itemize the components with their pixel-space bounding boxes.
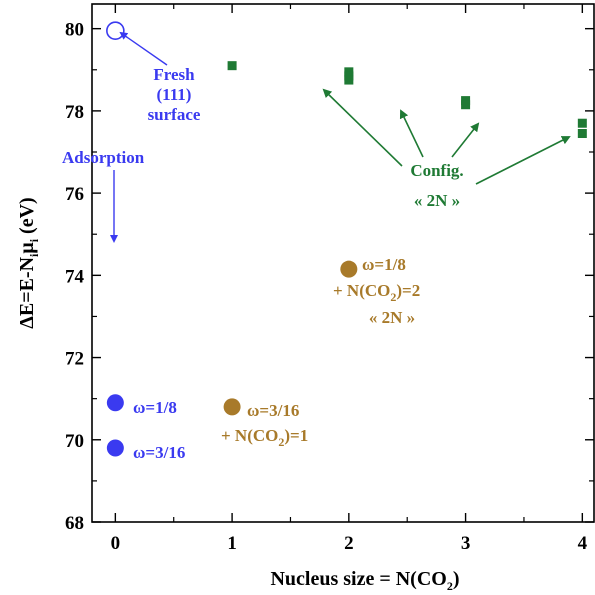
y-tick-label: 70 [65,431,84,452]
data-point [106,439,124,457]
data-point [106,394,124,412]
annotation-fresh: Fresh (111) surface [148,65,201,124]
plot-frame [91,3,595,523]
x-axis-label: Nucleus size = N(CO2) [270,568,459,593]
x-tick-label: 0 [111,533,121,554]
label-w18: ω=1/8 [133,398,177,417]
svg-text:surface: surface [148,105,201,124]
data-point-square [227,61,237,71]
annotation-adsorption: Adsorption [62,148,145,167]
annotation-w316-co2: ω=3/16 + N(CO2)=1 [221,401,308,449]
svg-text:ω=3/16: ω=3/16 [247,401,299,420]
svg-text:(111): (111) [157,85,192,104]
annotation-w18-co2: ω=1/8 + N(CO2)=2 « 2N » [333,255,420,327]
annotation-config: Config. « 2N » [410,161,463,210]
label-w316: ω=3/16 [133,443,185,462]
data-point [340,260,358,278]
svg-text:« 2N »: « 2N » [414,191,460,210]
svg-text:ω=1/8: ω=1/8 [362,255,406,274]
svg-text:« 2N »: « 2N » [369,308,415,327]
svg-text:Fresh: Fresh [153,65,195,84]
y-tick-label: 68 [65,513,84,534]
data-point-square [577,118,587,128]
x-tick-label: 3 [461,533,471,554]
y-tick-label: 74 [65,266,85,287]
y-tick-label: 78 [65,102,84,123]
arrow-config-2 [399,109,424,158]
arrow-config-1 [322,88,403,167]
y-tick-label: 76 [65,184,84,205]
arrow-fresh [119,31,168,66]
y-tick-label: 80 [65,20,84,41]
data-point [223,398,241,416]
x-tick-label: 1 [227,533,237,554]
x-tick-label: 2 [344,533,354,554]
arrow-config-3 [451,122,480,158]
svg-text:+ N(CO2)=2: + N(CO2)=2 [333,281,420,304]
y-tick-label: 72 [65,349,84,370]
data-point-square [344,75,354,85]
svg-text:+ N(CO2)=1: + N(CO2)=1 [221,426,308,449]
arrow-config-4 [475,136,571,185]
x-tick-label: 4 [578,533,588,554]
data-point-square [577,129,587,138]
y-axis-label: ΔE=E-Niμi (eV) [16,197,41,328]
data-point-open [106,21,125,41]
axis-ticks [92,4,594,523]
svg-text:Config.: Config. [410,161,463,180]
tick-labels: 0 1 2 3 4 68 70 72 74 76 78 80 [65,20,588,554]
data-point-square [461,100,471,110]
